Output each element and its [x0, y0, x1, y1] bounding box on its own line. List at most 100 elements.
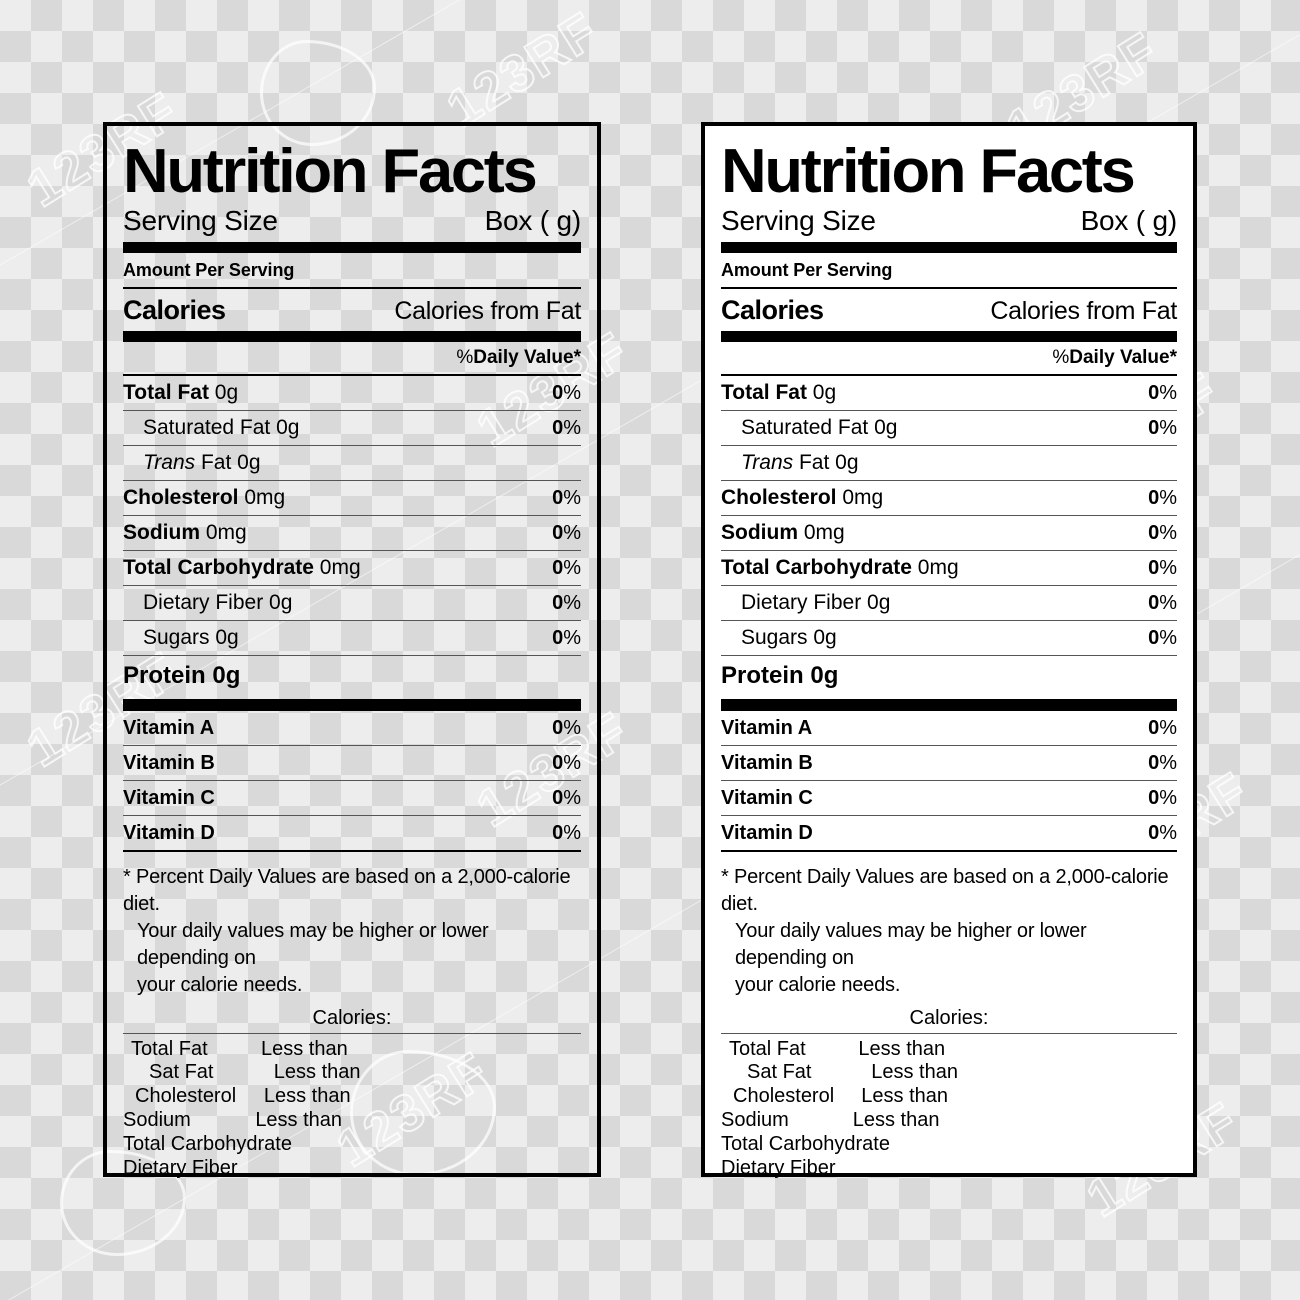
nutrient-label: Total Fat 0g [721, 380, 837, 404]
footnote-line-2: Your daily values may be higher or lower… [137, 919, 489, 969]
footer-table-value-2500 [1069, 1157, 1177, 1181]
vitamin-row: Vitamin D 0% [721, 816, 1177, 850]
vitamin-daily-value: 0% [552, 716, 581, 739]
divider-above-footer-table [123, 1032, 581, 1034]
nutrient-label: Trans Fat 0g [143, 450, 261, 474]
nutrient-row: Total Fat 0g 0% [123, 376, 581, 410]
protein-row: Protein 0g [123, 656, 581, 694]
nutrient-label: Sugars 0g [143, 625, 239, 649]
vitamin-daily-value: 0% [552, 751, 581, 774]
footer-table-value-2500 [485, 1133, 581, 1157]
divider-thick-below-protein [721, 698, 1177, 711]
serving-size-label: Serving Size [721, 204, 876, 236]
calories-column-header: Calories: [312, 1006, 392, 1029]
divider-above-footer-table [721, 1032, 1177, 1034]
vitamin-label: Vitamin D [721, 821, 813, 844]
footer-table-value-2500 [479, 1061, 581, 1085]
nutrient-daily-value: 0% [1148, 486, 1177, 509]
footer-table-value-2000 [376, 1061, 478, 1085]
nutrient-list: Total Fat 0g 0% Saturated Fat 0g 0% Trans Fa… [721, 376, 1177, 694]
serving-size-row: Serving Size Box ( g) [721, 204, 1177, 237]
footer-table-row: Dietary Fiber [721, 1157, 1177, 1181]
vitamin-label: Vitamin A [123, 716, 215, 739]
nutrient-daily-value: 0% [1148, 381, 1177, 404]
calories-from-fat-label: Calories from Fat [990, 296, 1177, 325]
footer-table-row: Sodium Less than [721, 1109, 1177, 1133]
divider-below-vitamins [721, 849, 1177, 852]
footer-table-value-2000 [967, 1085, 1072, 1109]
divider-thick-below-protein [123, 698, 581, 711]
vitamin-list: Vitamin A 0% Vitamin B 0% Vitamin C 0% Vitamin… [721, 711, 1177, 850]
nutrient-row: Trans Fat 0g [721, 446, 1177, 480]
footer-table-value-2000 [370, 1085, 476, 1109]
footnote-line-1: * Percent Daily Values are based on a 2,… [123, 865, 571, 915]
footer-table-nutrient: Sodium [721, 1108, 789, 1131]
footer-table-qualifier [853, 1157, 961, 1181]
nutrient-row: Cholesterol 0mg 0% [721, 481, 1177, 515]
divider-thick-top [123, 241, 581, 253]
footer-table-row: Sodium Less than [123, 1109, 581, 1133]
nutrient-label: Dietary Fiber 0g [143, 590, 293, 614]
footer-table-value-2500 [1069, 1109, 1177, 1133]
serving-size-value: Box ( g) [1080, 204, 1178, 236]
footer-table-value-2500 [1071, 1038, 1177, 1062]
calories-from-fat-label: Calories from Fat [394, 296, 581, 325]
nutrient-daily-value: 0% [552, 381, 581, 404]
footer-table-nutrient: Total Fat [729, 1037, 806, 1060]
nutrition-facts-label-white: Nutrition Facts Serving Size Box ( g) Am… [701, 122, 1197, 1179]
divider-thick-below-calories [123, 330, 581, 342]
vitamin-label: Vitamin B [123, 751, 215, 774]
footer-table-row: Sat Fat Less than [721, 1061, 1177, 1085]
nutrient-row: Total Fat 0g 0% [721, 376, 1177, 410]
nutrient-label: Cholesterol 0mg [123, 485, 286, 509]
footer-table-nutrient: Dietary Fiber [123, 1156, 238, 1179]
footer-table-nutrient: Cholesterol [135, 1085, 237, 1108]
vitamin-label: Vitamin B [721, 751, 813, 774]
footer-table-row: Total Carbohydrate [721, 1133, 1177, 1157]
vitamin-row: Vitamin A 0% [123, 711, 581, 745]
footer-table-row: Sat Fat Less than [123, 1061, 581, 1085]
amount-per-serving-label: Amount Per Serving [721, 259, 893, 280]
nutrient-label: Total Carbohydrate 0mg [721, 555, 959, 579]
divider-thick-below-calories [721, 330, 1177, 342]
vitamin-label: Vitamin C [123, 786, 215, 809]
footer-table-row: Cholesterol Less than [721, 1085, 1177, 1109]
footer-table-row: Dietary Fiber [123, 1157, 581, 1181]
nutrient-daily-value: 0% [1148, 521, 1177, 544]
watermark-text: 123RF [436, 0, 610, 139]
nutrient-label: Total Fat 0g [123, 380, 239, 404]
footnote-line-3: your calorie needs. [735, 973, 901, 996]
vitamin-label: Vitamin A [721, 716, 813, 739]
nutrient-label: Sodium 0mg [721, 520, 845, 544]
footer-table-value-2000 [961, 1157, 1069, 1181]
vitamin-daily-value: 0% [1148, 751, 1177, 774]
footer-table-value-2500 [474, 1038, 581, 1062]
footer-table-value-2000 [961, 1109, 1069, 1133]
footnote-line-2: Your daily values may be higher or lower… [735, 919, 1087, 969]
footer-table-value-2000 [986, 1133, 1082, 1157]
footer-table-value-2000 [364, 1157, 473, 1181]
nutrient-daily-value: 0% [552, 591, 581, 614]
footer-table-nutrient: Total Fat [131, 1037, 208, 1060]
footer-table-value-2500 [1081, 1133, 1177, 1157]
vitamin-label: Vitamin D [123, 821, 215, 844]
nutrient-row: Total Carbohydrate 0mg 0% [721, 551, 1177, 585]
footer-table-value-2000 [368, 1038, 475, 1062]
nutrient-row: Dietary Fiber 0g 0% [123, 586, 581, 620]
nutrient-daily-value: 0% [1148, 591, 1177, 614]
nutrient-row: Cholesterol 0mg 0% [123, 481, 581, 515]
vitamin-row: Vitamin D 0% [123, 816, 581, 850]
vitamin-row: Vitamin C 0% [123, 781, 581, 815]
daily-value-footnote: * Percent Daily Values are based on a 2,… [123, 864, 581, 999]
protein-label: Protein 0g [123, 661, 241, 689]
footnote-line-3: your calorie needs. [137, 973, 303, 996]
footer-table-value-2500 [475, 1085, 581, 1109]
nutrient-daily-value: 0% [552, 556, 581, 579]
footer-table-value-2000 [364, 1109, 473, 1133]
footer-table-nutrient: Sodium [123, 1108, 191, 1131]
daily-value-header-text: Daily Value* [473, 346, 581, 368]
daily-value-footnote: * Percent Daily Values are based on a 2,… [721, 864, 1177, 999]
footer-reference-table: Total Fat Less than Sat Fat Less than Choles… [123, 1038, 581, 1181]
divider-thick-top [721, 241, 1177, 253]
divider-below-vitamins [123, 849, 581, 852]
